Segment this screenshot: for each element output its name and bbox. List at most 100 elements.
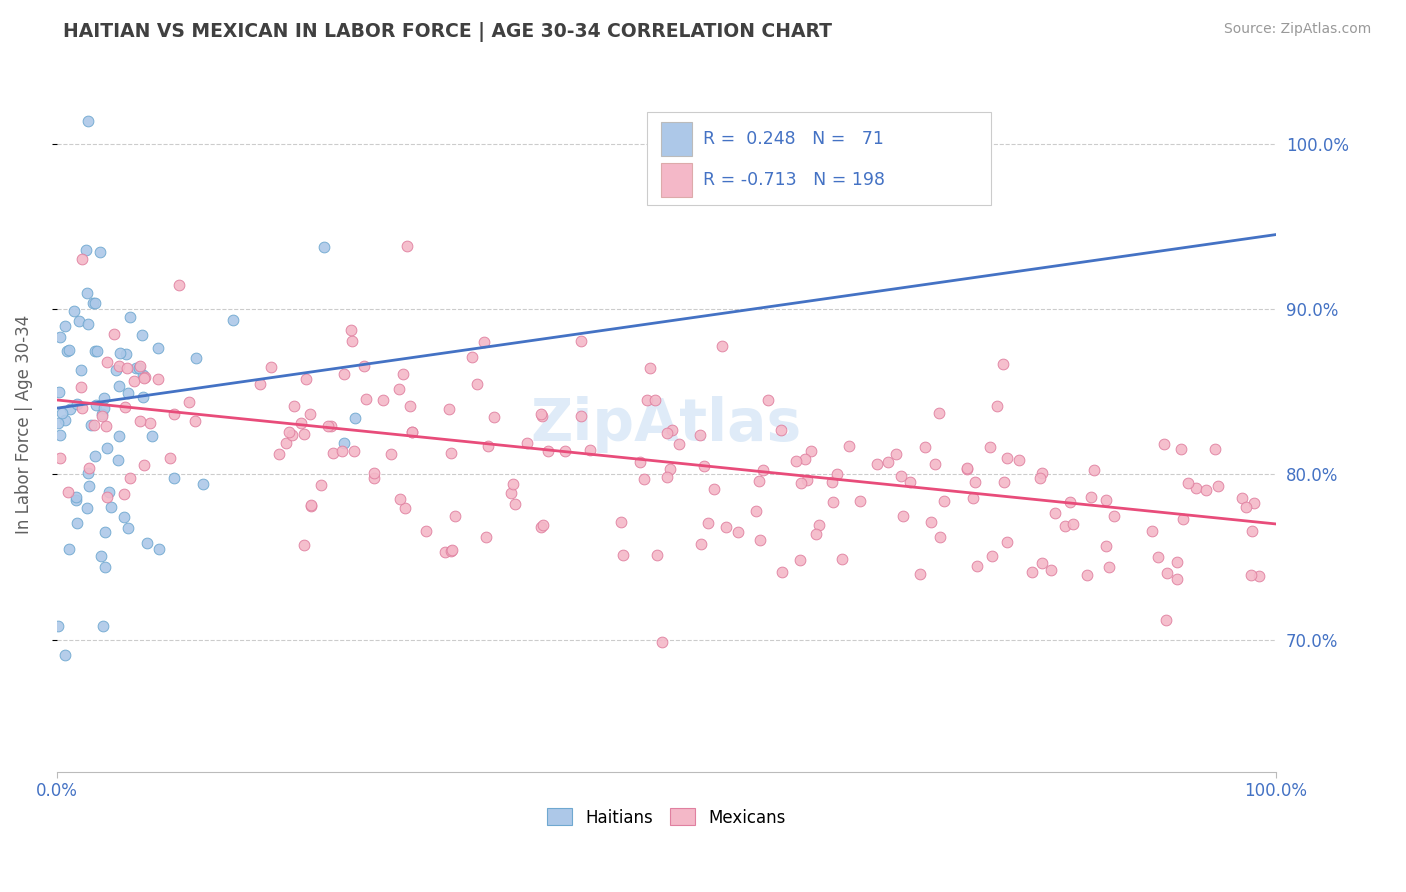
Point xyxy=(322,446,344,460)
Point xyxy=(342,334,364,348)
Point xyxy=(502,476,524,491)
Point xyxy=(148,542,170,557)
Point xyxy=(124,361,146,376)
Point xyxy=(159,450,181,465)
Point xyxy=(612,548,634,562)
Point xyxy=(67,314,90,328)
Point xyxy=(77,318,100,332)
Point xyxy=(76,500,98,515)
Text: ZipAtlas: ZipAtlas xyxy=(530,396,801,453)
Point xyxy=(668,437,690,451)
Point xyxy=(770,565,793,579)
Point xyxy=(267,447,290,461)
Point xyxy=(929,530,952,544)
Point xyxy=(49,428,72,442)
Point xyxy=(114,510,136,524)
Point xyxy=(312,240,335,254)
Point xyxy=(141,429,163,443)
Point xyxy=(748,474,770,488)
Point xyxy=(283,399,305,413)
Point xyxy=(108,378,131,392)
Point xyxy=(440,544,463,558)
Point xyxy=(1243,496,1265,510)
Point xyxy=(756,393,779,408)
Point xyxy=(72,401,94,415)
Point xyxy=(1059,495,1081,509)
Point xyxy=(77,461,100,475)
Point xyxy=(59,401,82,416)
Point xyxy=(97,485,120,500)
Point xyxy=(1021,565,1043,579)
Point xyxy=(380,447,402,461)
Point xyxy=(655,425,678,440)
Point xyxy=(477,439,499,453)
Text: R =  0.248   N =   71: R = 0.248 N = 71 xyxy=(703,130,884,148)
Point xyxy=(292,538,315,552)
Point xyxy=(105,362,128,376)
Point xyxy=(91,407,114,421)
Point xyxy=(633,472,655,486)
Point xyxy=(979,440,1001,454)
Point xyxy=(343,410,366,425)
Point xyxy=(249,377,271,392)
Point xyxy=(76,285,98,300)
Point xyxy=(132,371,155,385)
Point xyxy=(461,351,484,365)
Point xyxy=(890,469,912,483)
Point xyxy=(139,416,162,430)
Point xyxy=(148,341,170,355)
Point xyxy=(932,494,955,508)
Point xyxy=(986,399,1008,413)
Point xyxy=(610,516,633,530)
Point xyxy=(1241,524,1264,539)
Point xyxy=(394,500,416,515)
Point xyxy=(107,452,129,467)
Point xyxy=(299,499,322,513)
Point xyxy=(531,518,554,533)
Point xyxy=(991,357,1014,371)
Point xyxy=(69,363,91,377)
Point xyxy=(1146,549,1168,564)
Point xyxy=(752,463,775,477)
Point xyxy=(1083,463,1105,477)
Point xyxy=(401,425,423,439)
Point xyxy=(131,328,153,343)
Point xyxy=(260,359,283,374)
Point xyxy=(529,520,551,534)
Point xyxy=(299,499,322,513)
Point xyxy=(908,566,931,581)
Point xyxy=(993,475,1015,489)
Point xyxy=(49,450,72,465)
Point xyxy=(177,395,200,409)
Point xyxy=(1204,442,1226,456)
Point xyxy=(877,455,900,469)
Point xyxy=(1230,491,1253,506)
Point xyxy=(86,344,108,359)
Point xyxy=(146,372,169,386)
Point xyxy=(108,428,131,442)
Point xyxy=(66,397,89,411)
Point xyxy=(65,492,87,507)
Point xyxy=(274,435,297,450)
Point xyxy=(955,462,977,476)
Point xyxy=(1184,481,1206,495)
Point xyxy=(472,335,495,350)
Point xyxy=(536,444,558,458)
Point xyxy=(89,245,111,260)
Point xyxy=(827,467,849,482)
Point xyxy=(714,520,737,534)
Point xyxy=(184,414,207,428)
Point xyxy=(914,440,936,454)
Point xyxy=(821,495,844,509)
Point xyxy=(290,417,312,431)
Point xyxy=(114,487,136,501)
Point xyxy=(554,443,576,458)
Point xyxy=(1008,452,1031,467)
Point xyxy=(395,239,418,253)
Point xyxy=(118,310,141,324)
Text: HAITIAN VS MEXICAN IN LABOR FORCE | AGE 30-34 CORRELATION CHART: HAITIAN VS MEXICAN IN LABOR FORCE | AGE … xyxy=(63,22,832,42)
Point xyxy=(1166,555,1188,569)
Point xyxy=(838,439,860,453)
Point xyxy=(1076,568,1098,582)
Point xyxy=(321,418,343,433)
